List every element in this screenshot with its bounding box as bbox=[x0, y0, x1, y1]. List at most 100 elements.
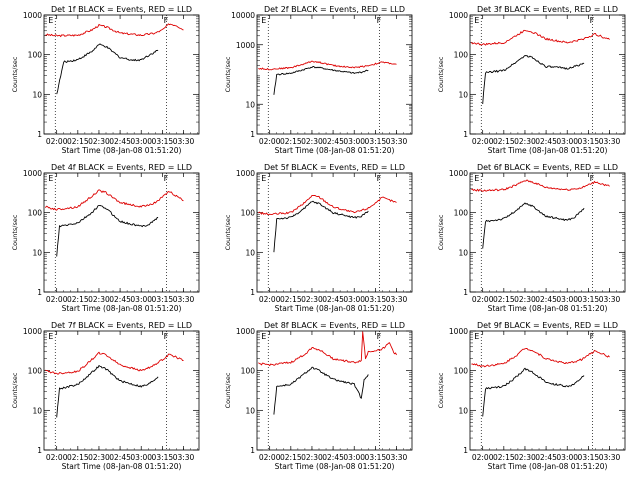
marker-f: F bbox=[590, 332, 595, 341]
y-tick-label: 1000 bbox=[449, 169, 468, 178]
panel-title: Det 2f BLACK = Events, RED = LLD bbox=[264, 5, 405, 14]
y-tick-label: 10 bbox=[458, 406, 468, 415]
x-tick-label: 02:00 bbox=[472, 295, 494, 304]
x-tick-label: 02:15 bbox=[493, 295, 515, 304]
x-tick-label: 03:30 bbox=[599, 137, 621, 146]
y-tick-label: 10 bbox=[458, 90, 468, 99]
series-events-line bbox=[482, 367, 585, 417]
x-axis-label: Start Time (08-Jan-08 01:51:20) bbox=[62, 304, 182, 313]
x-tick-label: 02:00 bbox=[46, 295, 68, 304]
y-tick-label: 1 bbox=[37, 130, 42, 139]
y-tick-label: 1 bbox=[37, 288, 42, 297]
x-tick-label: 03:15 bbox=[152, 453, 174, 462]
y-tick-label: 10 bbox=[32, 248, 42, 257]
y-tick-label: 1 bbox=[463, 446, 468, 455]
plot-frame bbox=[256, 172, 413, 293]
y-tick-label: 100 bbox=[28, 367, 43, 376]
x-axis-label: Start Time (08-Jan-08 01:51:20) bbox=[275, 304, 395, 313]
x-tick-label: 02:00 bbox=[46, 137, 68, 146]
y-tick-label: 100 bbox=[28, 209, 43, 218]
x-tick-label: 03:00 bbox=[130, 137, 152, 146]
x-tick-label: 02:00 bbox=[259, 295, 281, 304]
series-lld-line bbox=[471, 179, 610, 192]
marker-e: E bbox=[48, 16, 53, 25]
x-tick-label: 02:45 bbox=[535, 137, 557, 146]
x-tick-label: 02:15 bbox=[493, 453, 515, 462]
y-tick-label: 1000 bbox=[236, 41, 255, 50]
x-axis-label: Start Time (08-Jan-08 01:51:20) bbox=[488, 146, 608, 155]
y-tick-label: 1000 bbox=[23, 169, 42, 178]
panel-det-4: Det 4f BLACK = Events, RED = LLD 1 10 100 10… bbox=[11, 163, 200, 313]
panel-det-1: Det 1f BLACK = Events, RED = LLD 1 10 100 10… bbox=[11, 5, 200, 155]
panel-title: Det 8f BLACK = Events, RED = LLD bbox=[264, 321, 405, 330]
panel-det-7: Det 7f BLACK = Events, RED = LLD 1 10 100 10… bbox=[11, 321, 200, 471]
x-axis-label: Start Time (08-Jan-08 01:51:20) bbox=[488, 304, 608, 313]
series-lld-line bbox=[258, 60, 397, 71]
marker-e: E bbox=[261, 16, 266, 25]
y-axis-label: Counts/sec bbox=[224, 214, 232, 250]
y-axis-label: Counts/sec bbox=[224, 372, 232, 408]
x-tick-label: 02:30 bbox=[301, 453, 323, 462]
series-events-line bbox=[273, 200, 369, 253]
panel-title: Det 9f BLACK = Events, RED = LLD bbox=[477, 321, 618, 330]
x-tick-label: 02:30 bbox=[88, 453, 110, 462]
series-lld-line bbox=[45, 23, 184, 38]
y-tick-label: 10 bbox=[245, 100, 255, 109]
y-tick-label: 10 bbox=[245, 248, 255, 257]
plot-frame bbox=[469, 330, 626, 451]
panel-title: Det 5f BLACK = Events, RED = LLD bbox=[264, 163, 405, 172]
marker-f: F bbox=[164, 16, 169, 25]
marker-e: E bbox=[474, 174, 479, 183]
plot-frame bbox=[43, 172, 200, 293]
series-lld-line bbox=[258, 194, 397, 216]
y-tick-label: 1 bbox=[463, 288, 468, 297]
x-tick-label: 02:00 bbox=[472, 453, 494, 462]
y-tick-label: 10 bbox=[32, 90, 42, 99]
x-tick-label: 02:15 bbox=[280, 295, 302, 304]
x-tick-label: 02:15 bbox=[67, 137, 89, 146]
x-tick-label: 02:45 bbox=[109, 453, 131, 462]
y-tick-label: 1000 bbox=[23, 327, 42, 336]
x-tick-label: 03:00 bbox=[556, 295, 578, 304]
x-tick-label: 03:15 bbox=[578, 295, 600, 304]
series-events-line bbox=[273, 65, 369, 95]
y-axis-label: Counts/sec bbox=[11, 372, 19, 408]
x-tick-label: 02:30 bbox=[514, 295, 536, 304]
marker-e: E bbox=[261, 332, 266, 341]
series-lld-line bbox=[471, 29, 610, 46]
x-tick-label: 02:30 bbox=[88, 137, 110, 146]
y-tick-label: 100 bbox=[241, 209, 256, 218]
y-tick-label: 1 bbox=[250, 288, 255, 297]
marker-f: F bbox=[377, 174, 382, 183]
x-tick-label: 03:30 bbox=[599, 295, 621, 304]
x-tick-label: 02:30 bbox=[301, 295, 323, 304]
y-tick-label: 10 bbox=[245, 406, 255, 415]
x-tick-label: 03:30 bbox=[173, 137, 195, 146]
marker-e: E bbox=[474, 332, 479, 341]
x-tick-label: 03:30 bbox=[386, 295, 408, 304]
x-tick-label: 02:00 bbox=[259, 137, 281, 146]
y-axis-label: Counts/sec bbox=[437, 56, 445, 92]
y-tick-label: 100 bbox=[454, 209, 469, 218]
panel-title: Det 3f BLACK = Events, RED = LLD bbox=[477, 5, 618, 14]
marker-f: F bbox=[590, 174, 595, 183]
x-tick-label: 02:15 bbox=[67, 453, 89, 462]
panel-title: Det 4f BLACK = Events, RED = LLD bbox=[51, 163, 192, 172]
y-axis-label: Counts/sec bbox=[11, 56, 19, 92]
x-tick-label: 03:00 bbox=[343, 137, 365, 146]
plot-frame bbox=[469, 14, 626, 135]
panel-det-5: Det 5f BLACK = Events, RED = LLD 1 10 100 10… bbox=[224, 163, 413, 313]
panel-title: Det 6f BLACK = Events, RED = LLD bbox=[477, 163, 618, 172]
y-axis-label: Counts/sec bbox=[437, 214, 445, 250]
x-tick-label: 03:00 bbox=[130, 295, 152, 304]
panel-det-9: Det 9f BLACK = Events, RED = LLD 1 10 100 10… bbox=[437, 321, 626, 471]
series-events-line bbox=[273, 366, 369, 415]
x-tick-label: 02:45 bbox=[535, 295, 557, 304]
x-axis-label: Start Time (08-Jan-08 01:51:20) bbox=[62, 462, 182, 471]
x-tick-label: 02:30 bbox=[514, 137, 536, 146]
plot-frame bbox=[256, 14, 413, 135]
panel-det-8: Det 8f BLACK = Events, RED = LLD 1 10 100 10… bbox=[224, 321, 413, 471]
x-axis-label: Start Time (08-Jan-08 01:51:20) bbox=[275, 462, 395, 471]
series-events-line bbox=[482, 54, 585, 105]
